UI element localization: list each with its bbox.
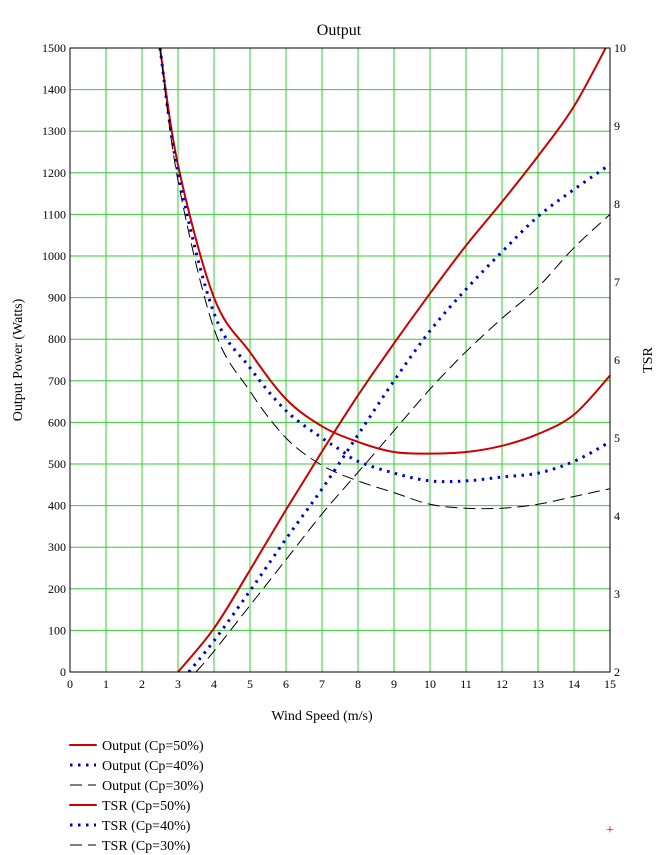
x-tick-label: 11 xyxy=(460,677,472,691)
y-tick-label: 500 xyxy=(48,457,66,471)
legend-label-5: TSR (Cp=40%) xyxy=(102,819,191,834)
x-axis-label: Wind Speed (m/s) xyxy=(271,709,373,724)
series-line-5 xyxy=(158,48,610,484)
y-axis-label: Output Power (Watts) xyxy=(11,298,26,421)
y2-tick-label: 8 xyxy=(614,197,620,211)
y-tick-label: 1100 xyxy=(42,207,66,221)
series-line-6 xyxy=(159,48,610,510)
y2-axis-label: TSR xyxy=(641,347,656,373)
y-tick-label: 1200 xyxy=(42,166,66,180)
legend: Output (Cp=50%) Output (Cp=40%) Output (Cp… xyxy=(69,739,204,854)
series-clip-group xyxy=(158,48,610,672)
y2-tick-label: 2 xyxy=(614,665,620,679)
y-tick-label: 600 xyxy=(48,415,66,429)
y-tick-label: 400 xyxy=(48,499,66,513)
x-tick-label: 6 xyxy=(283,677,289,691)
x-tick-label: 1 xyxy=(103,677,109,691)
y-tick-label: 700 xyxy=(48,374,66,388)
x-tick-label: 5 xyxy=(247,677,253,691)
y2-tick-label: 9 xyxy=(614,119,620,133)
y-tick-label: 0 xyxy=(60,665,66,679)
x-tick-label: 13 xyxy=(532,677,544,691)
grid xyxy=(69,47,611,673)
y-tick-label: 900 xyxy=(48,291,66,305)
y2-tick-label: 6 xyxy=(614,353,620,367)
y-tick-label: 200 xyxy=(48,582,66,596)
x-tick-label: 0 xyxy=(67,677,73,691)
x-tick-label: 3 xyxy=(175,677,181,691)
y-tick-label: 800 xyxy=(48,332,66,346)
y2-tick-label: 4 xyxy=(614,509,620,523)
y-tick-label: 1400 xyxy=(42,83,66,97)
series-line-2 xyxy=(187,163,610,672)
series-line-1 xyxy=(177,48,607,672)
legend-label-6: TSR (Cp=30%) xyxy=(102,839,191,854)
x-tick-label: 12 xyxy=(496,677,508,691)
x-tick-label: 15 xyxy=(604,677,616,691)
y-tick-label: 1300 xyxy=(42,124,66,138)
y-tick-label: 1500 xyxy=(42,41,66,55)
legend-label-1: Output (Cp=50%) xyxy=(102,739,204,754)
x-tick-label: 14 xyxy=(568,677,580,691)
series-layer xyxy=(158,48,610,672)
y2-tick-label: 5 xyxy=(614,431,620,445)
y2-tick-label: 10 xyxy=(614,41,626,55)
plot-frame xyxy=(69,47,611,673)
x-tick-label: 10 xyxy=(424,677,436,691)
y-tick-label: 100 xyxy=(48,623,66,637)
crosshair-marker: + xyxy=(606,823,614,838)
y-tick-label: 1000 xyxy=(42,249,66,263)
chart-title: Output xyxy=(317,22,362,39)
series-line-4 xyxy=(159,48,610,455)
y2-tick-label: 7 xyxy=(614,275,620,289)
x-tick-label: 8 xyxy=(355,677,361,691)
x-tick-label: 2 xyxy=(139,677,145,691)
legend-label-3: Output (Cp=30%) xyxy=(102,779,204,794)
y-tick-label: 300 xyxy=(48,540,66,554)
legend-label-4: TSR (Cp=50%) xyxy=(102,799,191,814)
y2-tick-label: 3 xyxy=(614,587,620,601)
series-line-3 xyxy=(195,214,610,672)
legend-label-2: Output (Cp=40%) xyxy=(102,759,204,774)
x-tick-label: 4 xyxy=(211,677,217,691)
tick-labels: 0 1 2 3 4 5 6 7 8 9 10 11 12 13 14 15010020030040050060… xyxy=(42,41,626,691)
x-tick-label: 7 xyxy=(319,677,325,691)
x-tick-label: 9 xyxy=(391,677,397,691)
